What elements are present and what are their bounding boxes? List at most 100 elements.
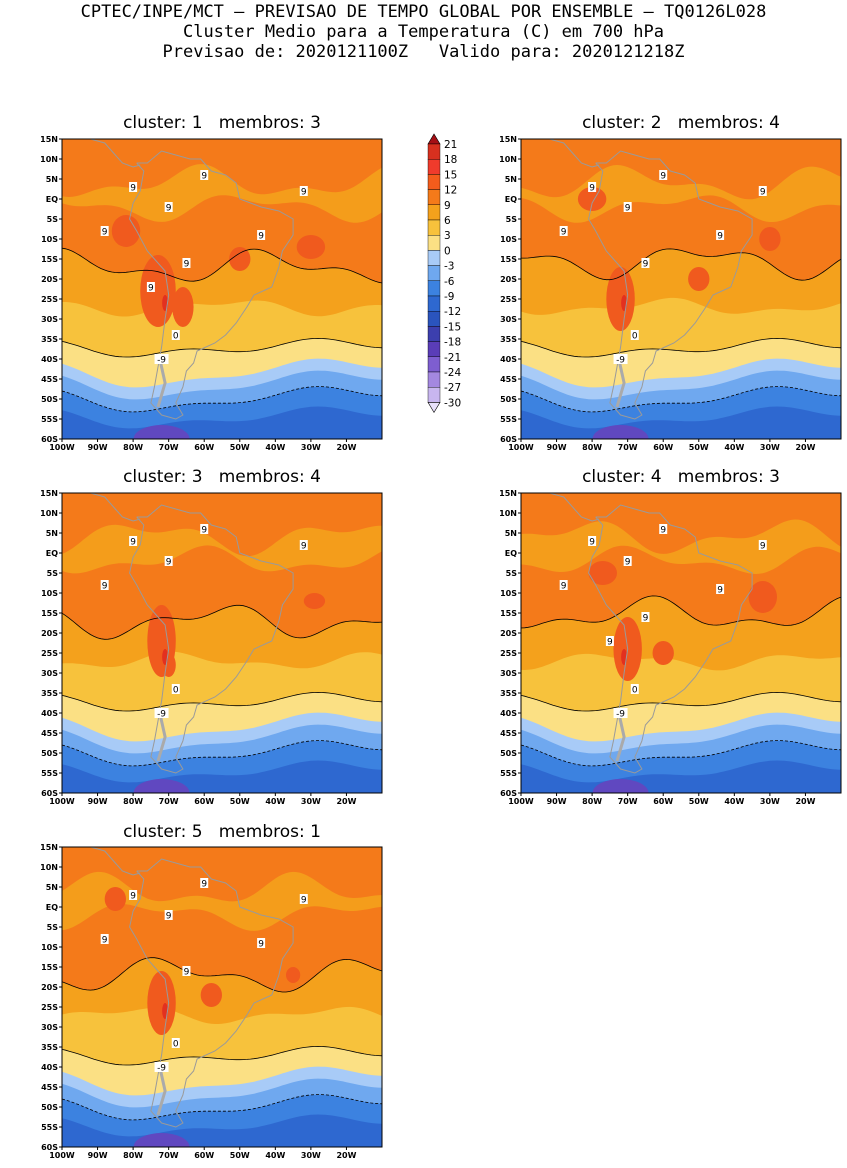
contour-label-8: 9 [146, 282, 155, 294]
map-frame [520, 138, 842, 440]
lon-label: 50W [689, 443, 709, 452]
colorbar-level-label: -6 [444, 276, 455, 288]
lat-label: 10N [40, 863, 58, 872]
colorbar-level-label: 3 [444, 230, 451, 242]
colorbar-level-label: -9 [444, 291, 454, 303]
svg-text:9: 9 [166, 912, 172, 922]
colorbar-swatch [427, 341, 441, 358]
lon-label: 90W [547, 797, 567, 806]
lon-label: 100W [508, 443, 534, 452]
lat-label: 10S [41, 943, 58, 952]
lat-label: 10N [40, 509, 58, 518]
lon-label: 50W [689, 797, 709, 806]
field-minus18-core [592, 425, 649, 439]
lon-label: 80W [582, 797, 602, 806]
contour-label-4: 9 [299, 894, 308, 906]
andes-land [615, 712, 626, 762]
contour-label-7: 9 [257, 938, 266, 950]
hot-spot-4 [577, 187, 607, 211]
svg-text:9: 9 [625, 204, 631, 214]
south-america-coastline [129, 858, 294, 1128]
hot-spot-1 [140, 255, 176, 327]
lon-label: 40W [724, 797, 744, 806]
svg-text:-9: -9 [157, 710, 166, 720]
lat-label: 55S [41, 769, 58, 778]
lat-label: 20S [41, 629, 58, 638]
colorbar-swatch [427, 234, 441, 251]
contour-label-6: 9 [182, 258, 191, 270]
temperature-field [62, 139, 382, 439]
contour-label-1: 9 [129, 536, 138, 548]
contour-0 [62, 691, 382, 712]
lon-label: 50W [230, 443, 250, 452]
svg-text:9: 9 [184, 968, 190, 978]
lon-label: 90W [88, 1151, 108, 1160]
contour-label-5: 9 [559, 226, 568, 238]
lat-label: 40S [41, 355, 58, 364]
hot-spot-1 [606, 267, 635, 331]
lat-label: 30S [41, 669, 58, 678]
contour-label-8: 9 [605, 636, 614, 648]
hot-spot-4 [104, 887, 127, 911]
hot-spot-4 [588, 561, 617, 585]
temperature-field [521, 139, 841, 439]
svg-text:9: 9 [102, 582, 108, 592]
lon-label: 60W [653, 797, 673, 806]
header-line-1: CPTEC/INPE/MCT – PREVISAO DE TEMPO GLOBA… [80, 2, 767, 22]
contour-9 [62, 957, 382, 993]
contour-label-8: 0 [630, 330, 639, 342]
lat-label: 55S [500, 415, 517, 424]
panel-title-2: cluster: 2 membros: 4 [582, 113, 780, 133]
contour-label-1: 9 [588, 536, 597, 548]
svg-text:9: 9 [130, 184, 136, 194]
contour-label-2: 9 [623, 202, 632, 214]
field-6-9-tropics [62, 871, 382, 931]
svg-text:-9: -9 [616, 710, 625, 720]
contour-label-1: 9 [129, 890, 138, 902]
svg-text:9: 9 [717, 232, 723, 242]
central-america-coastline [90, 493, 141, 522]
svg-text:9: 9 [760, 188, 766, 198]
lat-label: 40S [500, 355, 517, 364]
contour-label-3: 9 [659, 524, 668, 536]
lon-label: 20W [795, 443, 815, 452]
lon-label: 70W [159, 1151, 179, 1160]
contour-label-4: 9 [758, 540, 767, 552]
contour-label-1: 9 [129, 182, 138, 194]
hot-spot-1 [147, 971, 176, 1035]
contour-0 [521, 337, 841, 358]
colorbar-swatch [427, 387, 441, 403]
contour-label-4: 9 [299, 540, 308, 552]
svg-text:9: 9 [643, 260, 649, 270]
central-america-coastline [90, 139, 141, 168]
panel-title-1: cluster: 1 membros: 3 [123, 113, 321, 133]
lat-label: 35S [41, 1043, 58, 1052]
temperature-field [521, 493, 841, 793]
colorbar-level-label: -15 [444, 321, 461, 333]
svg-text:9: 9 [166, 558, 172, 568]
svg-text:-9: -9 [157, 1064, 166, 1074]
svg-text:9: 9 [258, 232, 264, 242]
map-panel-cluster-2: 9 9 9 9 9 9 9 0 -9 15N 10N 5N EQ 5S 10S 15S 20S 25S 30S 35S… [499, 135, 842, 452]
colorbar-swatch [427, 265, 441, 282]
south-america-coastline [129, 504, 294, 774]
colorbar-level-label: 21 [444, 139, 457, 151]
lat-label: 20S [41, 983, 58, 992]
lat-label: 10N [40, 155, 58, 164]
lat-label: 5S [506, 569, 518, 578]
map-frame [61, 492, 383, 794]
lat-label: 50S [41, 749, 58, 758]
colorbar-level-label: -18 [444, 337, 461, 349]
colorbar-level-label: 0 [444, 245, 451, 257]
contour-label-7: 9 [716, 230, 725, 242]
svg-text:9: 9 [102, 228, 108, 238]
lat-label: 40S [500, 709, 517, 718]
contour-0 [521, 691, 841, 712]
svg-text:9: 9 [625, 558, 631, 568]
andes-land [156, 712, 167, 762]
svg-text:9: 9 [301, 896, 307, 906]
svg-text:9: 9 [589, 184, 595, 194]
contour-minus9 [62, 740, 382, 767]
colorbar-swatch [427, 204, 441, 221]
header-line-3: Previsao de: 2020121100Z Valido para: 20… [162, 42, 685, 62]
